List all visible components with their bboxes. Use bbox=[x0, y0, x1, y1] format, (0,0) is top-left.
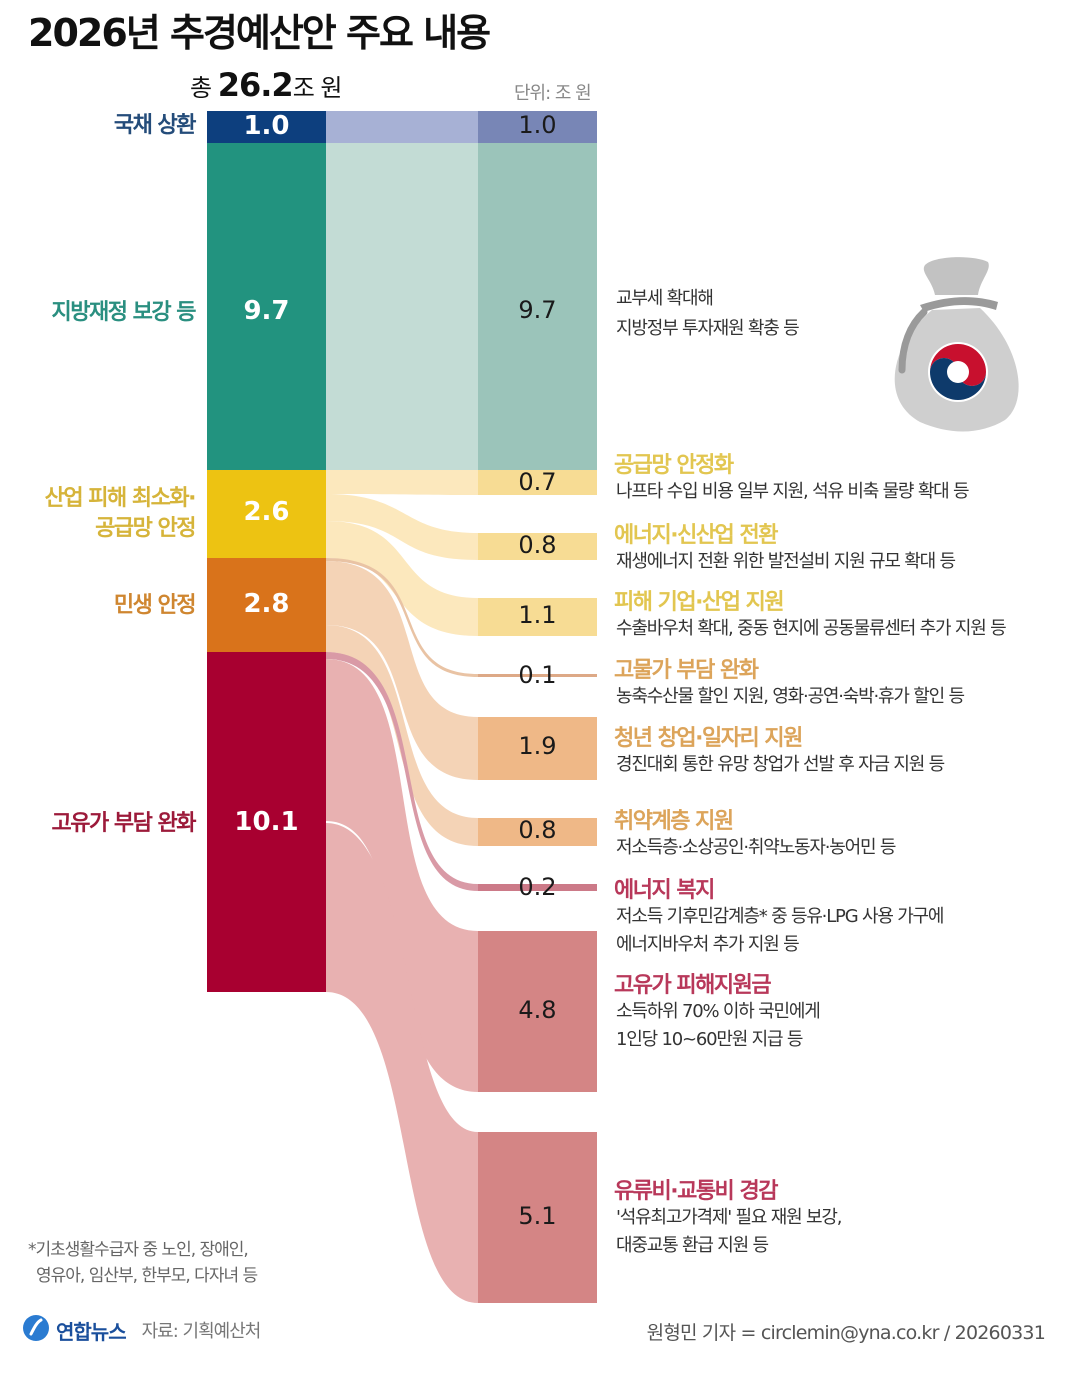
publisher-logo-text: 연합뉴스 bbox=[56, 1319, 127, 1344]
desc-youth: 경진대회 통한 유망 창업가 선발 후 자금 지원 등 bbox=[616, 754, 945, 775]
desc-fuel-1: '석유최고가격제' 필요 재원 보강, bbox=[616, 1207, 842, 1228]
label-debt: 국채 상환 bbox=[113, 113, 197, 138]
value-local: 9.7 bbox=[243, 296, 290, 326]
yonhap-logo-icon bbox=[22, 1314, 50, 1346]
flow-energy-industry bbox=[326, 494, 478, 560]
reporter-credit: 원형민 기자 = circlemin@yna.co.kr / 20260331 bbox=[646, 1322, 1046, 1344]
desc-energy-welfare-1: 저소득 기후민감계층* 중 등유·LPG 사용 가구에 bbox=[616, 906, 944, 927]
rbar-relief bbox=[478, 931, 597, 1092]
head-prices: 고물가 부담 완화 bbox=[614, 658, 759, 683]
rbar-supply bbox=[478, 470, 597, 495]
desc-prices: 농축수산물 할인 지원, 영화·공연·숙박·휴가 할인 등 bbox=[616, 686, 965, 707]
head-firms: 피해 기업·산업 지원 bbox=[614, 590, 785, 615]
rbar-energy bbox=[478, 533, 597, 560]
desc-relief-2: 1인당 10~60만원 지급 등 bbox=[616, 1029, 803, 1050]
value-debt: 1.0 bbox=[243, 111, 290, 141]
footnote: *기초생활수급자 중 노인, 장애인, 영유아, 임산부, 한부모, 다자녀 등 bbox=[28, 1237, 258, 1289]
bar-industry bbox=[207, 470, 326, 558]
rvalue-youth: 1.9 bbox=[518, 732, 557, 760]
bar-oil bbox=[207, 652, 326, 992]
publisher: 연합뉴스 자료: 기획예산처 bbox=[22, 1314, 262, 1346]
rbar-fuel bbox=[478, 1132, 597, 1303]
head-vulnerable: 취약계층 지원 bbox=[614, 809, 734, 834]
flow-youth bbox=[326, 561, 478, 780]
rvalue-relief: 4.8 bbox=[518, 996, 557, 1024]
label-oil: 고유가 부담 완화 bbox=[51, 811, 197, 836]
desc-vulnerable: 저소득층·소상공인·취약노동자·농어민 등 bbox=[616, 837, 896, 858]
rbar-energy-welfare bbox=[478, 884, 597, 891]
rbar-local bbox=[478, 143, 597, 470]
head-energy: 에너지·신산업 전환 bbox=[614, 523, 778, 548]
flow-relief-payment bbox=[326, 659, 478, 1092]
flow-fuel-transport bbox=[326, 823, 478, 1303]
rvalue-local: 9.7 bbox=[518, 296, 557, 324]
value-livelihood: 2.8 bbox=[243, 589, 290, 619]
bar-local bbox=[207, 143, 326, 470]
desc-energy-welfare-2: 에너지바우처 추가 지원 등 bbox=[616, 934, 800, 955]
bar-debt bbox=[207, 111, 326, 143]
desc-local-2: 지방정부 투자재원 확충 등 bbox=[616, 318, 800, 339]
head-fuel: 유류비·교통비 경감 bbox=[614, 1179, 778, 1204]
flow-damaged-firms bbox=[326, 521, 478, 636]
head-energy-welfare: 에너지 복지 bbox=[614, 878, 715, 903]
head-youth: 청년 창업·일자리 지원 bbox=[614, 726, 803, 751]
label-local: 지방재정 보강 등 bbox=[51, 300, 197, 325]
total-value: 26.2 bbox=[217, 66, 294, 104]
rvalue-vulnerable: 0.8 bbox=[518, 816, 557, 844]
desc-supply: 나프타 수입 비용 일부 지원, 석유 비축 물량 확대 등 bbox=[616, 481, 970, 502]
label-livelihood: 민생 안정 bbox=[113, 593, 197, 618]
page-title: 2026년 추경예산안 주요 내용 bbox=[28, 11, 491, 55]
money-bag-icon bbox=[880, 250, 1030, 444]
desc-energy: 재생에너지 전환 위한 발전설비 지원 규모 확대 등 bbox=[616, 551, 956, 572]
total-prefix: 총 bbox=[190, 74, 212, 102]
label-industry-2: 공급망 안정 bbox=[95, 516, 196, 541]
rvalue-energy: 0.8 bbox=[518, 531, 557, 559]
rvalue-supply: 0.7 bbox=[518, 468, 557, 496]
flow-vulnerable bbox=[326, 625, 478, 846]
flow-debt bbox=[326, 111, 478, 143]
rvalue-energy-welfare: 0.2 bbox=[518, 873, 557, 901]
rvalue-firms: 1.1 bbox=[518, 601, 557, 629]
flow-supply-chain bbox=[326, 470, 478, 495]
rvalue-prices: 0.1 bbox=[518, 661, 557, 689]
footnote-line-2: 영유아, 임산부, 한부모, 다자녀 등 bbox=[36, 1266, 258, 1286]
source-label: 자료: 기획예산처 bbox=[141, 1321, 262, 1342]
unit-label: 단위: 조 원 bbox=[514, 83, 592, 104]
rbar-debt bbox=[478, 111, 597, 143]
rvalue-debt: 1.0 bbox=[518, 111, 557, 139]
value-oil: 10.1 bbox=[234, 807, 299, 837]
rbar-firms bbox=[478, 598, 597, 636]
total-budget: 총 26.2조 원 bbox=[190, 66, 343, 104]
desc-fuel-2: 대중교통 환급 지원 등 bbox=[616, 1235, 769, 1256]
bar-livelihood bbox=[207, 558, 326, 652]
head-supply: 공급망 안정화 bbox=[614, 453, 734, 478]
label-industry-1: 산업 피해 최소화· bbox=[44, 486, 197, 511]
rvalue-fuel: 5.1 bbox=[518, 1202, 557, 1230]
total-suffix: 조 원 bbox=[292, 74, 343, 102]
rbar-prices bbox=[478, 674, 597, 677]
rbar-youth bbox=[478, 717, 597, 780]
desc-firms: 수출바우처 확대, 중동 현지에 공동물류센터 추가 지원 등 bbox=[616, 618, 1007, 639]
rbar-vulnerable bbox=[478, 818, 597, 846]
desc-local-1: 교부세 확대해 bbox=[616, 288, 714, 309]
value-industry: 2.6 bbox=[243, 497, 290, 527]
footnote-line-1: *기초생활수급자 중 노인, 장애인, bbox=[28, 1240, 249, 1260]
desc-relief-1: 소득하위 70% 이하 국민에게 bbox=[616, 1001, 821, 1022]
flow-local bbox=[326, 143, 478, 470]
head-relief: 고유가 피해지원금 bbox=[614, 973, 772, 998]
